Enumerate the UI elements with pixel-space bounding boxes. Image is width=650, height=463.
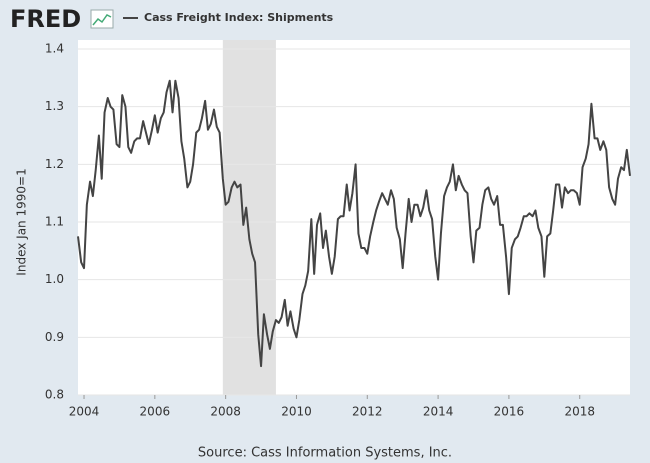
y-tick-label: 1.4 [45,42,64,56]
x-tick-label: 2018 [564,405,595,419]
y-tick-label: 1.1 [45,215,64,229]
y-tick-label: 0.9 [45,330,64,344]
y-tick-label: 1.3 [45,99,64,113]
x-tick-label: 2004 [69,405,100,419]
series-line [77,79,631,368]
x-tick-label: 2012 [352,405,383,419]
source: Source: Cass Information Systems, Inc. [198,446,452,461]
x-tick-label: 2016 [494,405,525,419]
x-tick-label: 2014 [423,405,454,419]
y-tick-label: 1.0 [45,272,64,286]
legend-label: Cass Freight Index: Shipments [144,11,334,24]
plot-area [78,40,630,395]
x-tick-label: 2006 [140,405,171,419]
x-tick-label: 2010 [281,405,312,419]
y-tick-label: 1.2 [45,157,64,171]
logo-icon [90,9,114,29]
y-tick-label: 0.8 [45,388,64,402]
y-axis-label: Index Jan 1990=1 [15,168,29,275]
x-tick-label: 2008 [210,405,241,419]
logo: FRED [10,5,81,33]
